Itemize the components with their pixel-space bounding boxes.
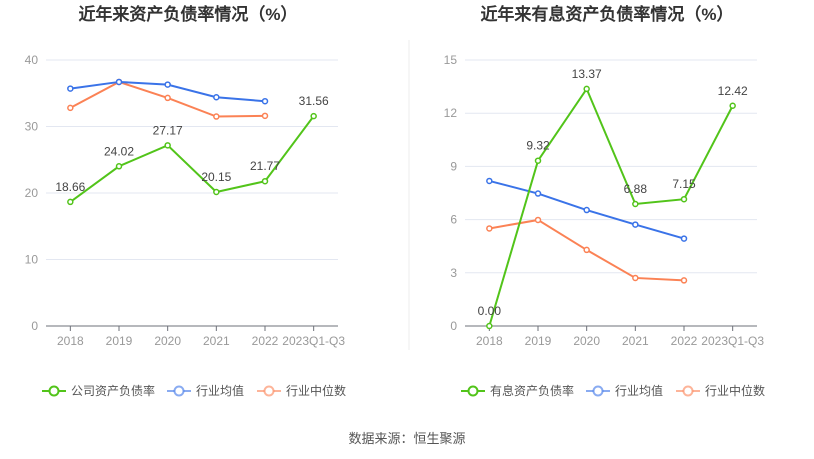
chart-title: 近年来资产负债率情况（%） — [78, 4, 297, 24]
legend-label: 行业均值 — [196, 383, 244, 398]
data-point — [583, 246, 590, 254]
data-point — [534, 157, 542, 164]
x-tick-label: 2021 — [203, 334, 230, 348]
x-tick-label: 2021 — [622, 334, 649, 348]
source-note: 数据来源：恒生聚源 — [348, 431, 465, 446]
legend-label: 公司资产负债率 — [71, 383, 155, 398]
x-tick-label: 2022 — [252, 334, 279, 348]
y-tick-label: 9 — [450, 159, 457, 173]
data-label: 9.32 — [526, 139, 550, 153]
y-tick-label: 3 — [450, 266, 457, 280]
legend-marker — [173, 385, 185, 397]
y-tick-label: 10 — [25, 253, 39, 267]
data-point — [486, 322, 493, 330]
data-label: 0.00 — [478, 304, 502, 318]
data-point — [213, 113, 220, 120]
y-tick-label: 20 — [25, 186, 39, 200]
data-point — [213, 188, 220, 196]
data-point — [632, 274, 639, 282]
y-tick-label: 0 — [31, 319, 38, 333]
x-tick-label: 2020 — [573, 334, 600, 348]
data-point — [115, 78, 123, 86]
legend-marker — [682, 385, 694, 397]
data-label: 12.42 — [718, 84, 748, 98]
data-point — [486, 225, 493, 232]
x-tick-label: 2019 — [106, 334, 133, 348]
data-label: 27.17 — [153, 123, 183, 137]
data-point — [261, 112, 269, 120]
series-line — [69, 115, 315, 203]
y-tick-label: 30 — [25, 120, 39, 134]
legend-label: 有息资产负债率 — [490, 383, 574, 398]
data-label: 20.15 — [201, 170, 231, 184]
y-tick-label: 12 — [444, 106, 458, 120]
y-tick-label: 0 — [450, 319, 457, 333]
series-line — [488, 86, 734, 327]
x-tick-label: 2019 — [525, 334, 552, 348]
data-point — [534, 216, 542, 224]
data-point — [67, 85, 74, 92]
data-point — [261, 177, 269, 185]
data-point — [213, 93, 220, 101]
x-tick-label: 2023Q1-Q3 — [701, 334, 764, 348]
data-point — [164, 81, 171, 88]
x-tick-label: 2018 — [476, 334, 503, 348]
data-label: 18.66 — [55, 180, 85, 194]
legend-label: 行业均值 — [615, 383, 663, 398]
x-tick-label: 2018 — [57, 334, 84, 348]
data-point — [164, 142, 171, 149]
legend-label: 行业中位数 — [705, 383, 765, 398]
legend-marker — [48, 385, 60, 397]
data-point — [632, 200, 639, 208]
data-point — [310, 112, 317, 120]
data-point — [729, 102, 736, 110]
data-label: 21.77 — [250, 159, 280, 173]
data-point — [164, 94, 171, 102]
data-point — [680, 277, 688, 284]
data-point — [680, 235, 688, 242]
data-label: 31.56 — [299, 94, 329, 108]
y-tick-label: 40 — [25, 53, 39, 67]
data-label: 6.88 — [624, 182, 648, 196]
chart-title: 近年来有息资产负债率情况（%） — [480, 4, 733, 24]
data-point — [67, 104, 74, 112]
legend-marker — [467, 385, 479, 397]
data-point — [632, 221, 639, 228]
data-point — [534, 190, 542, 197]
x-tick-label: 2022 — [671, 334, 698, 348]
data-point — [680, 195, 688, 203]
data-point — [486, 177, 493, 185]
legend-marker — [592, 385, 604, 397]
data-label: 13.37 — [572, 67, 602, 81]
data-point — [67, 198, 74, 206]
data-point — [583, 206, 590, 214]
y-tick-label: 6 — [450, 213, 457, 227]
data-point — [261, 97, 269, 105]
data-label: 24.02 — [104, 144, 134, 158]
data-label: 7.15 — [672, 177, 696, 191]
x-tick-label: 2020 — [154, 334, 181, 348]
data-point — [583, 85, 590, 93]
y-tick-label: 15 — [444, 53, 458, 67]
data-point — [115, 163, 123, 170]
x-tick-label: 2023Q1-Q3 — [282, 334, 345, 348]
legend-marker — [263, 385, 275, 397]
legend-label: 行业中位数 — [286, 383, 346, 398]
